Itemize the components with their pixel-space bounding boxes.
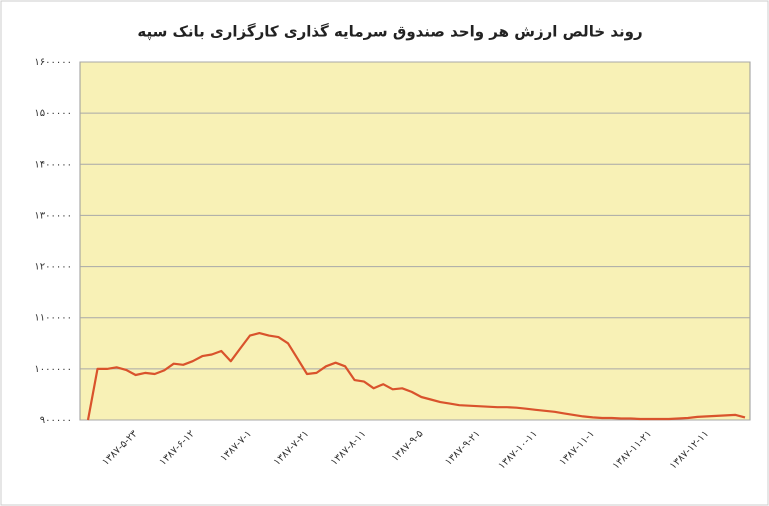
y-tick-label: ۱۱۰۰۰۰۰ <box>34 313 72 324</box>
y-tick-label: ۱۴۰۰۰۰۰ <box>34 159 72 170</box>
plot-area <box>79 61 751 421</box>
y-tick-label: ۱۵۰۰۰۰۰ <box>34 108 72 119</box>
y-tick-label: ۹۰۰۰۰۰ <box>40 415 72 426</box>
chart-title: روند خالص ارزش هر واحد صندوق سرمایه گذار… <box>137 23 642 42</box>
y-tick-label: ۱۳۰۰۰۰۰ <box>34 210 72 221</box>
data-line <box>86 332 746 421</box>
y-tick-label: ۱۲۰۰۰۰۰ <box>34 262 72 273</box>
y-tick-label: ۱۰۰۰۰۰۰ <box>34 364 72 375</box>
y-tick-label: ۱۶۰۰۰۰۰ <box>34 57 72 68</box>
